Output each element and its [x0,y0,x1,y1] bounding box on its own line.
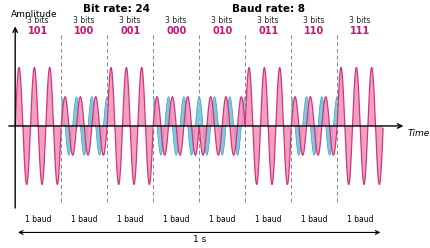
Text: 011: 011 [258,26,278,36]
Text: Time: Time [406,129,428,138]
Text: 3 bits: 3 bits [73,16,95,25]
Text: 010: 010 [212,26,232,36]
Text: Amplitude: Amplitude [11,10,57,20]
Text: 111: 111 [349,26,369,36]
Text: 3 bits: 3 bits [28,16,49,25]
Text: Bit rate: 24: Bit rate: 24 [83,4,150,14]
Text: Baud rate: 8: Baud rate: 8 [231,4,304,14]
Text: 001: 001 [120,26,140,36]
Text: 000: 000 [166,26,186,36]
Text: 1 baud: 1 baud [209,215,235,224]
Text: 3 bits: 3 bits [303,16,324,25]
Text: 3 bits: 3 bits [349,16,370,25]
Text: 110: 110 [303,26,323,36]
Text: 1 baud: 1 baud [300,215,327,224]
Text: 1 baud: 1 baud [25,215,51,224]
Text: 1 s: 1 s [192,235,206,244]
Text: 101: 101 [28,26,48,36]
Text: 1 baud: 1 baud [255,215,281,224]
Text: 3 bits: 3 bits [211,16,232,25]
Text: 1 baud: 1 baud [163,215,189,224]
Text: 1 baud: 1 baud [117,215,143,224]
Text: 3 bits: 3 bits [119,16,141,25]
Text: 3 bits: 3 bits [165,16,187,25]
Text: 1 baud: 1 baud [346,215,372,224]
Text: 100: 100 [74,26,94,36]
Text: 1 baud: 1 baud [71,215,97,224]
Text: 3 bits: 3 bits [257,16,278,25]
